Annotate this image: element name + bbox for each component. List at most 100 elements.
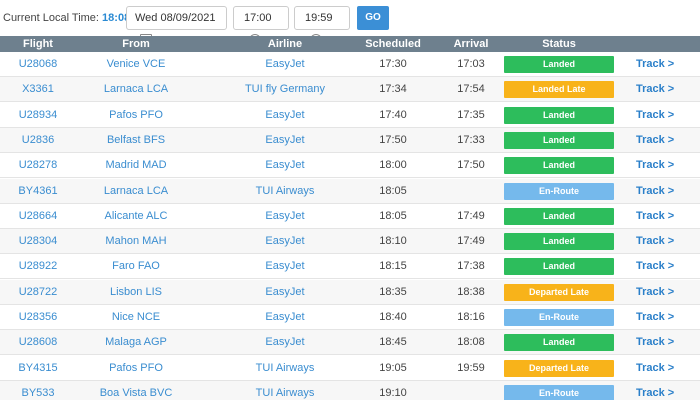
origin: Pafos PFO bbox=[109, 108, 163, 121]
date-value: Wed 08/09/2021 bbox=[135, 12, 216, 24]
origin: Larnaca LCA bbox=[103, 184, 169, 197]
arrival-time: 17:50 bbox=[457, 159, 485, 172]
arrival-time: 17:54 bbox=[457, 83, 485, 96]
status-badge: Landed bbox=[504, 233, 614, 251]
scheduled-time: 19:10 bbox=[379, 386, 407, 399]
airline: EasyJet bbox=[265, 209, 305, 222]
airline: EasyJet bbox=[265, 336, 305, 349]
arrival-time: 17:03 bbox=[457, 58, 485, 70]
column-header: Status bbox=[542, 38, 576, 50]
flight-row: U28608 Malaga AGP EasyJet 18:45 18:08 Landed T… bbox=[0, 330, 700, 356]
to-time-value: 19:59 bbox=[305, 12, 333, 24]
flight-row: U2836 Belfast BFS EasyJet 17:50 17:33 Landed T… bbox=[0, 127, 700, 153]
column-header: Arrival bbox=[453, 38, 489, 50]
track-link[interactable]: Track > bbox=[636, 58, 675, 70]
flight-number: BY533 bbox=[21, 386, 55, 399]
arrival-time: 18:38 bbox=[457, 285, 485, 298]
track-link[interactable]: Track > bbox=[636, 285, 675, 298]
status-badge: Departed Late bbox=[504, 283, 614, 301]
scheduled-time: 18:05 bbox=[379, 184, 407, 197]
flight-number: U28068 bbox=[18, 58, 58, 70]
flight-number: BY4361 bbox=[18, 184, 58, 197]
flight-number: U28304 bbox=[18, 235, 58, 248]
airline: EasyJet bbox=[265, 285, 305, 298]
track-link[interactable]: Track > bbox=[636, 336, 675, 349]
status-badge: Landed bbox=[504, 106, 614, 124]
flight-row: BY533 Boa Vista BVC TUI Airways 19:10 En-Rou… bbox=[0, 380, 700, 400]
track-link[interactable]: Track > bbox=[636, 159, 675, 172]
flight-number: U28608 bbox=[18, 336, 58, 349]
flight-number: U28722 bbox=[18, 285, 58, 298]
flight-row: X3361 Larnaca LCA TUI fly Germany 17:34 17:5… bbox=[0, 77, 700, 103]
origin: Madrid MAD bbox=[105, 159, 167, 172]
track-link[interactable]: Track > bbox=[636, 311, 675, 323]
track-link[interactable]: Track > bbox=[636, 361, 675, 374]
airline: EasyJet bbox=[265, 108, 305, 121]
status-badge: En-Route bbox=[504, 182, 614, 200]
status-badge: Landed bbox=[504, 56, 614, 73]
origin: Mahon MAH bbox=[105, 235, 167, 248]
airline: TUI fly Germany bbox=[244, 83, 326, 96]
status-badge: Landed Late bbox=[504, 81, 614, 99]
flight-number: U28922 bbox=[18, 260, 58, 273]
origin: Nice NCE bbox=[111, 311, 161, 323]
flight-row: U28922 Faro FAO EasyJet 18:15 17:38 Landed Tra… bbox=[0, 254, 700, 280]
track-link[interactable]: Track > bbox=[636, 235, 675, 248]
column-header: Scheduled bbox=[365, 38, 421, 50]
flight-row: U28722 Lisbon LIS EasyJet 18:35 18:38 Departe… bbox=[0, 279, 700, 305]
status-badge: Landed bbox=[504, 207, 614, 225]
go-button[interactable]: GO bbox=[357, 6, 389, 30]
track-link[interactable]: Track > bbox=[636, 386, 675, 399]
status-badge: Departed Late bbox=[504, 359, 614, 377]
track-link[interactable]: Track > bbox=[636, 133, 675, 146]
origin: Faro FAO bbox=[112, 260, 160, 273]
origin: Larnaca LCA bbox=[103, 83, 169, 96]
flight-row: BY4361 Larnaca LCA TUI Airways 18:05 En-Rout… bbox=[0, 178, 700, 204]
flight-row: U28278 Madrid MAD EasyJet 18:00 17:50 Landed T… bbox=[0, 153, 700, 179]
airline: EasyJet bbox=[265, 58, 305, 70]
from-time-input[interactable]: 17:00 bbox=[233, 6, 289, 47]
status-badge: Landed bbox=[504, 131, 614, 149]
airline: EasyJet bbox=[265, 235, 305, 248]
column-header: From bbox=[122, 38, 150, 50]
airline: EasyJet bbox=[265, 311, 305, 323]
scheduled-time: 17:50 bbox=[379, 133, 407, 146]
column-header: Airline bbox=[267, 38, 303, 50]
track-link[interactable]: Track > bbox=[636, 260, 675, 273]
track-link[interactable]: Track > bbox=[636, 108, 675, 121]
current-time: 18:08 bbox=[102, 12, 131, 24]
scheduled-time: 18:05 bbox=[379, 209, 407, 222]
airline: TUI Airways bbox=[255, 386, 315, 399]
airline: TUI Airways bbox=[255, 361, 315, 374]
date-input[interactable]: Wed 08/09/2021 bbox=[126, 6, 227, 47]
scheduled-time: 18:15 bbox=[379, 260, 407, 273]
arrival-time: 17:49 bbox=[457, 235, 485, 248]
status-badge: Landed bbox=[504, 157, 614, 175]
arrival-time: 18:16 bbox=[457, 311, 485, 323]
scheduled-time: 18:40 bbox=[379, 311, 407, 323]
flight-number: U2836 bbox=[21, 133, 55, 146]
arrival-time: 17:35 bbox=[457, 108, 485, 121]
from-time-value: 17:00 bbox=[244, 12, 272, 24]
status-badge: En-Route bbox=[504, 384, 614, 400]
airline: EasyJet bbox=[265, 159, 305, 172]
scheduled-time: 18:10 bbox=[379, 235, 407, 248]
airline: EasyJet bbox=[265, 260, 305, 273]
scheduled-time: 18:45 bbox=[379, 336, 407, 349]
flight-number: U28278 bbox=[18, 159, 58, 172]
origin: Belfast BFS bbox=[106, 133, 166, 146]
arrival-time: 17:38 bbox=[457, 260, 485, 273]
origin: Venice VCE bbox=[106, 58, 166, 70]
arrival-time: 18:08 bbox=[457, 336, 485, 349]
flight-number: BY4315 bbox=[18, 361, 58, 374]
track-link[interactable]: Track > bbox=[636, 83, 675, 96]
track-link[interactable]: Track > bbox=[636, 184, 675, 197]
track-link[interactable]: Track > bbox=[636, 209, 675, 222]
scheduled-time: 17:30 bbox=[379, 58, 407, 70]
flight-row: BY4315 Pafos PFO TUI Airways 19:05 19:59 Depa… bbox=[0, 355, 700, 381]
scheduled-time: 17:40 bbox=[379, 108, 407, 121]
to-time-input[interactable]: 19:59 bbox=[294, 6, 350, 47]
flight-number: U28356 bbox=[18, 311, 58, 323]
table-header: Flight From Airline Scheduled Arrival Status bbox=[0, 36, 700, 52]
